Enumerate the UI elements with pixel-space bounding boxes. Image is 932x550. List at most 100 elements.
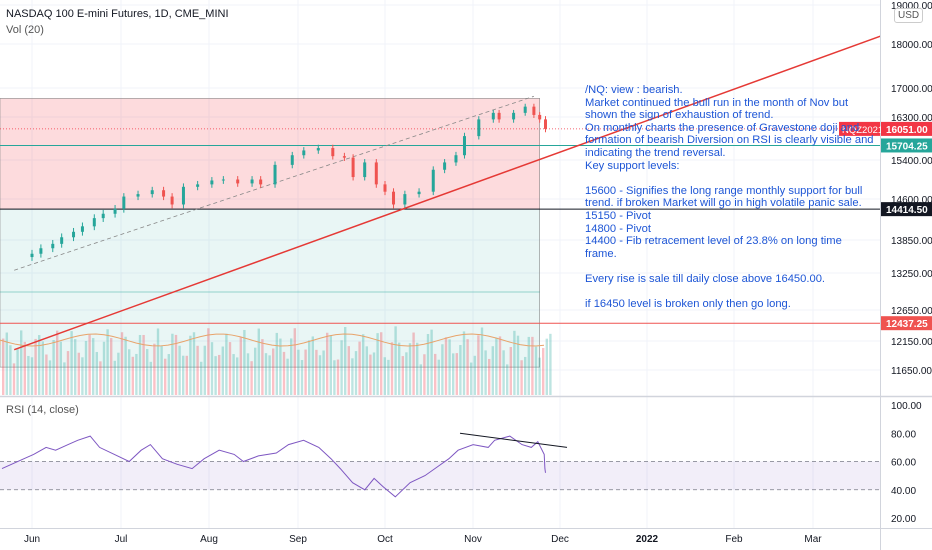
volume-bar bbox=[92, 338, 95, 395]
rsi-divergence-line bbox=[459, 432, 568, 448]
rsi-tick-label: 20.00 bbox=[891, 514, 916, 525]
candle[interactable] bbox=[443, 159, 447, 174]
candle[interactable] bbox=[462, 132, 466, 159]
candle[interactable] bbox=[491, 109, 495, 123]
candle[interactable] bbox=[363, 159, 367, 181]
volume-bar bbox=[23, 341, 26, 395]
volume-bar bbox=[63, 362, 66, 395]
date-tick-label: Nov bbox=[464, 534, 482, 545]
volume-bar bbox=[401, 356, 404, 395]
candle[interactable] bbox=[342, 152, 346, 161]
volume-bar bbox=[473, 355, 476, 395]
candle[interactable] bbox=[290, 151, 294, 169]
volume-bar bbox=[210, 342, 214, 395]
candle[interactable] bbox=[512, 109, 516, 123]
candle[interactable] bbox=[30, 249, 34, 261]
volume-bar bbox=[214, 356, 217, 395]
volume-bar bbox=[153, 343, 156, 395]
candle[interactable] bbox=[383, 180, 387, 196]
candle[interactable] bbox=[497, 109, 501, 123]
candle[interactable] bbox=[162, 186, 166, 201]
volume-bar bbox=[369, 354, 372, 395]
candle[interactable] bbox=[454, 151, 458, 166]
candle[interactable] bbox=[544, 116, 547, 133]
candle-body bbox=[221, 179, 225, 181]
volume-bar bbox=[545, 338, 548, 395]
volume-bar bbox=[16, 349, 19, 395]
candle[interactable] bbox=[51, 240, 55, 253]
last-price-badge: 16051.00 bbox=[881, 121, 932, 136]
candle[interactable] bbox=[431, 166, 435, 196]
candle[interactable] bbox=[532, 103, 536, 118]
volume-bar bbox=[178, 345, 181, 395]
volume-bar bbox=[66, 351, 70, 395]
volume-bar bbox=[290, 338, 293, 395]
candle[interactable] bbox=[196, 180, 200, 191]
rsi-pane[interactable] bbox=[0, 432, 880, 498]
candle[interactable] bbox=[523, 103, 527, 116]
volume-bar bbox=[218, 354, 221, 395]
volume-bar bbox=[394, 326, 397, 395]
candle[interactable] bbox=[150, 186, 154, 198]
date-tick-label: Aug bbox=[200, 534, 218, 545]
candle[interactable] bbox=[273, 161, 277, 188]
candle[interactable] bbox=[60, 233, 64, 248]
candle-body bbox=[477, 119, 481, 137]
candle[interactable] bbox=[392, 188, 396, 209]
price-tick-label: 13250.00 bbox=[891, 269, 932, 280]
candle[interactable] bbox=[101, 209, 105, 222]
candle[interactable] bbox=[259, 176, 263, 188]
candle-body bbox=[392, 191, 396, 205]
candle-body bbox=[331, 148, 335, 157]
currency-badge[interactable]: USD bbox=[894, 8, 924, 23]
candle[interactable] bbox=[80, 222, 84, 236]
candle[interactable] bbox=[417, 188, 421, 198]
volume-bar bbox=[372, 352, 376, 395]
price-tick-label: 19000.00 bbox=[891, 1, 932, 12]
price-pane[interactable] bbox=[0, 0, 932, 529]
candle[interactable] bbox=[374, 159, 378, 188]
volume-bar bbox=[27, 355, 30, 395]
candle[interactable] bbox=[136, 190, 140, 201]
volume-bar bbox=[444, 337, 448, 395]
candle[interactable] bbox=[477, 116, 481, 140]
price-tick-label: 12150.00 bbox=[891, 337, 932, 348]
candle-body bbox=[454, 155, 458, 163]
volume-bar bbox=[135, 353, 138, 395]
volume-bar bbox=[45, 354, 48, 395]
candle-body bbox=[101, 213, 105, 219]
volume-bar bbox=[297, 349, 300, 395]
candle[interactable] bbox=[181, 183, 185, 209]
volume-bar bbox=[264, 353, 268, 395]
candle[interactable] bbox=[538, 112, 542, 123]
volume-bar bbox=[477, 335, 480, 395]
candle[interactable] bbox=[72, 227, 76, 242]
volume-bar bbox=[146, 349, 149, 395]
candle[interactable] bbox=[236, 176, 240, 187]
volume-bar bbox=[520, 360, 523, 395]
candle[interactable] bbox=[331, 144, 335, 160]
volume-bar bbox=[430, 329, 433, 395]
volume-bar bbox=[160, 345, 163, 395]
candle-body bbox=[72, 231, 76, 238]
candle[interactable] bbox=[210, 177, 214, 188]
candle[interactable] bbox=[39, 244, 43, 258]
candle[interactable] bbox=[250, 176, 254, 187]
price-axis[interactable]: 19000.00 18000.00 17000.00 16300.00 15400.00… bbox=[24, 0, 932, 550]
candle-body bbox=[92, 218, 96, 227]
volume-bar bbox=[95, 351, 98, 395]
candle[interactable] bbox=[221, 176, 225, 184]
candle[interactable] bbox=[403, 190, 407, 209]
candle[interactable] bbox=[122, 193, 126, 213]
candle[interactable] bbox=[351, 154, 355, 181]
candle[interactable] bbox=[92, 214, 96, 231]
candle[interactable] bbox=[302, 147, 306, 159]
volume-bar bbox=[275, 332, 278, 395]
volume-bar bbox=[200, 361, 203, 395]
volume-bar bbox=[74, 339, 77, 395]
candle[interactable] bbox=[113, 205, 117, 218]
candle[interactable] bbox=[170, 193, 174, 209]
candle-body bbox=[316, 148, 320, 151]
candle[interactable] bbox=[316, 144, 320, 154]
volume-bar bbox=[221, 346, 224, 395]
